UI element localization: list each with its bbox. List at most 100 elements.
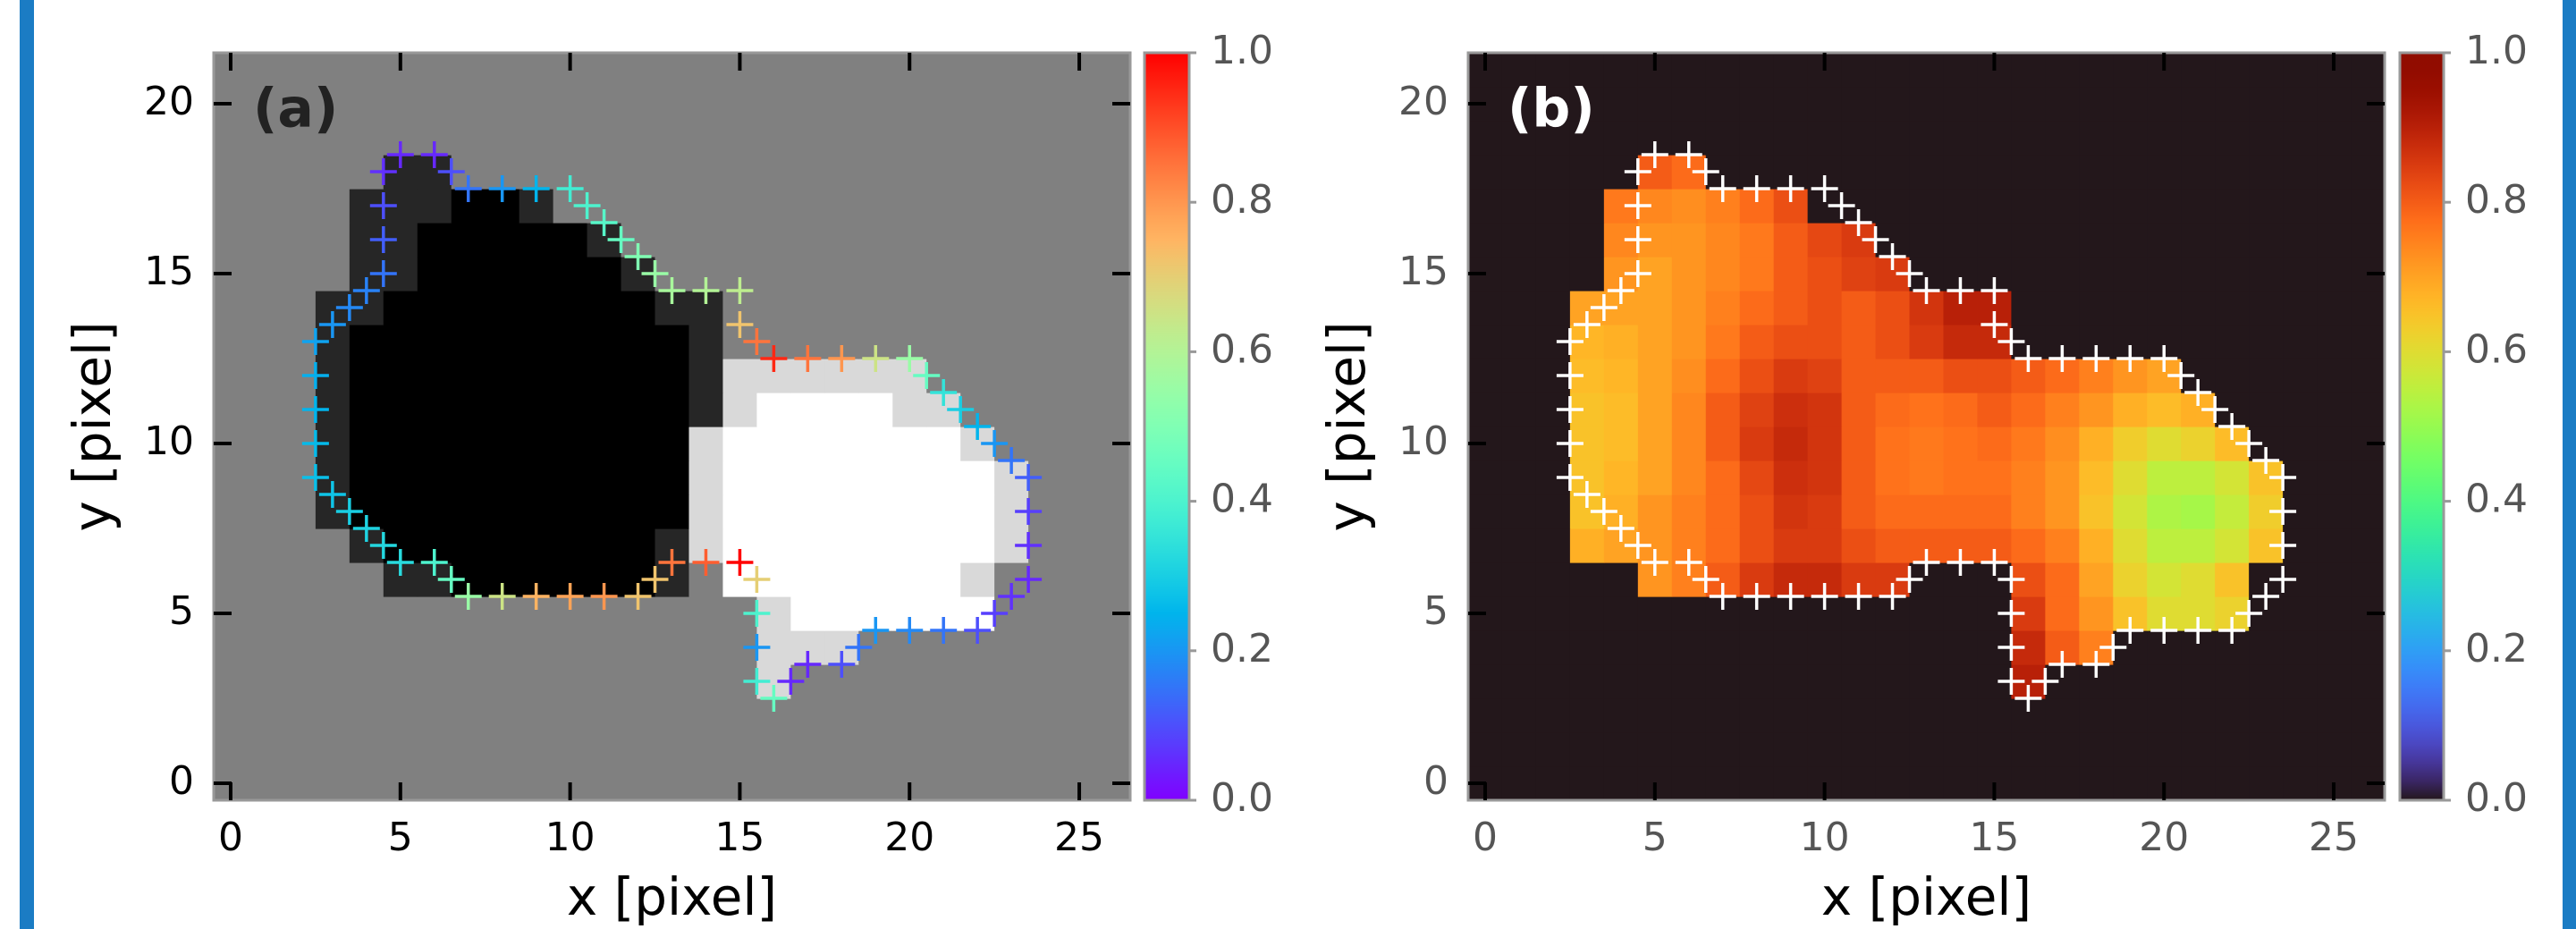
heatmap-cell <box>418 291 452 325</box>
heatmap-cell <box>858 494 893 529</box>
heatmap-cell <box>1028 393 1063 427</box>
heatmap-cell <box>1943 393 1978 427</box>
heatmap-cell <box>2249 359 2284 393</box>
y-tick-label: 10 <box>144 418 194 464</box>
heatmap-cell <box>486 325 520 359</box>
heatmap-cell <box>1570 257 1605 291</box>
heatmap-cell <box>1468 528 1503 563</box>
heatmap-cell <box>2079 53 2114 88</box>
heatmap-cell <box>1638 393 1673 427</box>
heatmap-cell <box>892 698 927 733</box>
heatmap-cell <box>418 223 452 258</box>
heatmap-cell <box>994 53 1029 88</box>
heatmap-cell <box>384 596 418 631</box>
heatmap-cell <box>1570 766 1605 801</box>
heatmap-cell <box>1740 528 1775 563</box>
heatmap-cell <box>1028 596 1063 631</box>
heatmap-cell <box>1536 630 1571 665</box>
heatmap-cell <box>519 766 554 801</box>
heatmap-cell <box>214 664 249 699</box>
heatmap-cell <box>790 87 825 122</box>
heatmap-cell <box>892 426 927 461</box>
heatmap-cell <box>1842 325 1877 359</box>
heatmap-cell <box>2113 528 2148 563</box>
heatmap-cell <box>2147 698 2182 733</box>
heatmap-cell <box>418 664 452 699</box>
heatmap-cell <box>2351 189 2386 224</box>
heatmap-cell <box>756 87 791 122</box>
heatmap-cell <box>1028 87 1063 122</box>
heatmap-cell <box>2249 732 2284 767</box>
heatmap-cell <box>1502 766 1537 801</box>
heatmap-cell <box>960 87 995 122</box>
heatmap-cell <box>2317 528 2352 563</box>
x-tick-label: 10 <box>545 815 595 860</box>
heatmap-cell <box>350 698 384 733</box>
heatmap-cell <box>2283 87 2318 122</box>
heatmap-cell <box>214 494 249 529</box>
heatmap-cell <box>1468 562 1503 597</box>
heatmap-cell <box>1028 426 1063 461</box>
heatmap-cell <box>2045 257 2080 291</box>
heatmap-cell <box>688 121 723 156</box>
heatmap-cell <box>858 426 893 461</box>
heatmap-cell <box>2045 155 2080 190</box>
heatmap-cell <box>926 494 961 529</box>
x-tick-label: 0 <box>1473 815 1498 860</box>
heatmap-cell <box>756 53 791 88</box>
heatmap-cell <box>994 698 1029 733</box>
heatmap-cell <box>1706 291 1741 325</box>
heatmap-cell <box>2113 223 2148 258</box>
heatmap-cell <box>926 766 961 801</box>
heatmap-cell <box>587 393 622 427</box>
heatmap-cell <box>2181 257 2216 291</box>
heatmap-cell <box>892 223 927 258</box>
heatmap-cell <box>892 393 927 427</box>
colorbar-tick-label: 1.0 <box>1211 28 1273 73</box>
heatmap-cell <box>1774 460 1809 495</box>
heatmap-cell <box>1740 630 1775 665</box>
heatmap-cell <box>2181 732 2216 767</box>
heatmap-cell <box>350 460 384 495</box>
frame-strip <box>2563 0 2576 929</box>
heatmap-cell <box>1842 87 1877 122</box>
heatmap-cell <box>1570 528 1605 563</box>
heatmap-cell <box>1876 53 1911 88</box>
heatmap-cell <box>790 291 825 325</box>
heatmap-cell <box>2079 257 2114 291</box>
heatmap-cell <box>248 325 283 359</box>
heatmap-cell <box>2283 257 2318 291</box>
heatmap-cell <box>790 426 825 461</box>
heatmap-cell <box>248 257 283 291</box>
heatmap-cell <box>824 189 859 224</box>
heatmap-cell <box>824 155 859 190</box>
heatmap-cell <box>452 223 486 258</box>
heatmap-cell <box>1536 189 1571 224</box>
heatmap-cell <box>2351 698 2386 733</box>
heatmap-cell <box>1672 630 1707 665</box>
heatmap-cell <box>824 528 859 563</box>
heatmap-cell <box>2249 630 2284 665</box>
heatmap-cell <box>1536 596 1571 631</box>
heatmap-cell <box>553 630 588 665</box>
heatmap-cell <box>1062 121 1097 156</box>
heatmap-cell <box>1502 155 1537 190</box>
heatmap-cell <box>1468 155 1503 190</box>
heatmap-cell <box>2045 732 2080 767</box>
heatmap-cell <box>1672 664 1707 699</box>
colorbar-tick-label: 0.2 <box>2465 626 2528 671</box>
heatmap-cell <box>1062 291 1097 325</box>
heatmap-cell <box>553 393 588 427</box>
heatmap-cell <box>994 87 1029 122</box>
heatmap-cell <box>688 732 723 767</box>
heatmap-cell <box>1876 460 1911 495</box>
heatmap-cell <box>418 189 452 224</box>
heatmap-cell <box>486 698 520 733</box>
heatmap-cell <box>858 664 893 699</box>
heatmap-cell <box>994 630 1029 665</box>
heatmap-cell <box>655 359 690 393</box>
heatmap-cell <box>2181 426 2216 461</box>
heatmap-cell <box>553 87 588 122</box>
heatmap-cell <box>1876 426 1911 461</box>
heatmap-cell <box>2249 393 2284 427</box>
